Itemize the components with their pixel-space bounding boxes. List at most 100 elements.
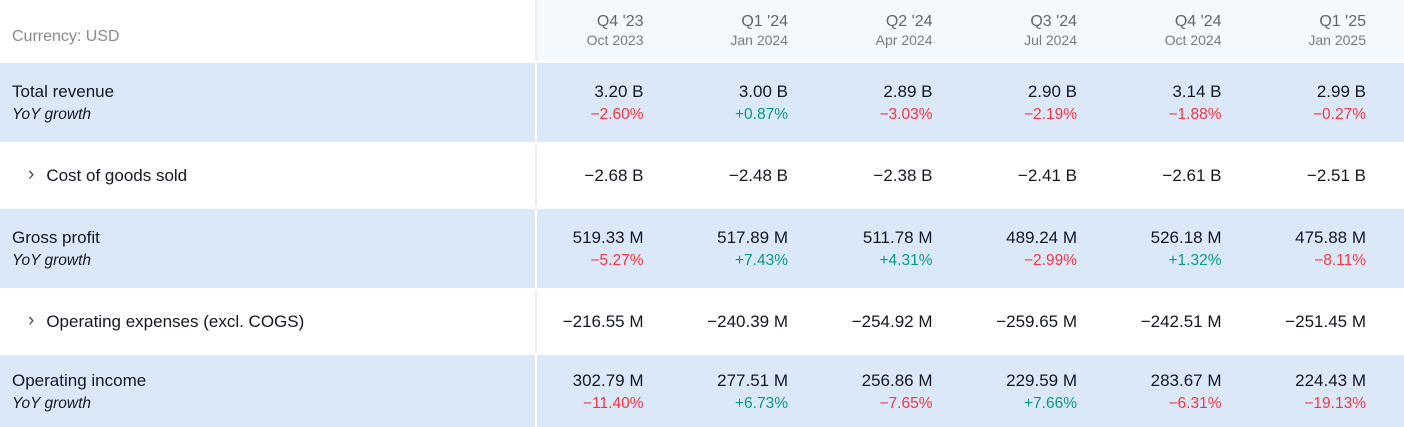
yoy-value: −7.65% — [879, 394, 933, 412]
quarter-label: Q1 '25 — [1319, 12, 1366, 30]
yoy-growth-label: YoY growth — [12, 394, 91, 412]
value-cell: 2.90 B −2.19% — [971, 63, 1116, 142]
metric-value: −240.39 M — [707, 312, 788, 331]
metric-value: −242.51 M — [1140, 312, 1222, 331]
metric-value: −216.55 M — [562, 312, 644, 331]
value-cell: 283.67 M −6.31% — [1115, 355, 1260, 427]
column-header-q3-24: Q3 '24 Jul 2024 — [970, 0, 1115, 60]
value-cell: 229.59 M +7.66% — [971, 355, 1116, 427]
column-header-q4-24: Q4 '24 Oct 2024 — [1115, 0, 1260, 60]
value-cell: 526.18 M +1.32% — [1115, 209, 1260, 288]
metric-value: 256.86 M — [861, 370, 933, 390]
value-cell: −2.68 B — [537, 145, 682, 206]
yoy-growth-label: YoY growth — [12, 106, 91, 123]
row-operating-expenses: › Operating expenses (excl. COGS) −216.5… — [0, 291, 1404, 352]
chevron-right-icon[interactable]: › — [28, 164, 35, 185]
date-label: Jul 2024 — [1024, 31, 1077, 48]
metric-value: 519.33 M — [572, 228, 644, 247]
date-label: Jan 2024 — [730, 31, 788, 48]
metric-value: −2.61 B — [1162, 166, 1222, 185]
date-label: Jan 2025 — [1308, 31, 1366, 48]
value-cell: −242.51 M — [1115, 291, 1260, 352]
metric-label: Operating expenses (excl. COGS) — [46, 312, 305, 331]
metric-value: −251.45 M — [1285, 312, 1366, 331]
yoy-value: +7.43% — [734, 252, 788, 269]
column-header-q2-24: Q2 '24 Apr 2024 — [826, 0, 971, 60]
value-cell: 3.00 B +0.87% — [682, 63, 827, 142]
metric-value: 283.67 M — [1150, 370, 1222, 390]
metric-label-cell: Total revenue YoY growth — [0, 63, 537, 142]
metric-label-cell: Operating income YoY growth — [0, 355, 537, 427]
metric-value: 526.18 M — [1150, 228, 1222, 247]
value-cell: 2.89 B −3.03% — [826, 63, 971, 142]
value-cell: −2.38 B — [826, 145, 971, 206]
yoy-value: +4.31% — [879, 252, 933, 269]
metric-value: 517.89 M — [717, 228, 788, 247]
value-cell: 3.14 B −1.88% — [1115, 63, 1260, 142]
value-cell: −240.39 M — [682, 291, 827, 352]
metric-value: 511.78 M — [862, 228, 933, 247]
metric-value: −2.51 B — [1306, 166, 1366, 185]
value-cell: −259.65 M — [971, 291, 1116, 352]
table-header-row: Currency: USD Q4 '23 Oct 2023 Q1 '24 Jan… — [0, 0, 1404, 60]
metric-value: 229.59 M — [1006, 370, 1077, 390]
currency-label: Currency: USD — [0, 0, 537, 60]
metric-value: −259.65 M — [996, 312, 1077, 331]
column-header-q4-23: Q4 '23 Oct 2023 — [537, 0, 682, 60]
quarter-label: Q1 '24 — [741, 12, 788, 30]
value-cell: 2.99 B −0.27% — [1260, 63, 1404, 142]
value-cell: −2.41 B — [971, 145, 1116, 206]
row-total-revenue: Total revenue YoY growth 3.20 B −2.60% 3… — [0, 63, 1404, 142]
metric-value: 3.00 B — [738, 82, 788, 101]
yoy-value: +0.87% — [734, 106, 788, 123]
value-cell: 302.79 M −11.40% — [537, 355, 682, 427]
metric-value: 489.24 M — [1006, 228, 1077, 247]
date-label: Apr 2024 — [875, 31, 933, 48]
value-cell: −2.51 B — [1260, 145, 1404, 206]
value-cell: 224.43 M −19.13% — [1260, 355, 1404, 427]
metric-value: 2.90 B — [1027, 82, 1077, 101]
yoy-value: +6.73% — [734, 394, 788, 412]
value-cell: 511.78 M +4.31% — [826, 209, 971, 288]
chevron-right-icon[interactable]: › — [28, 310, 35, 331]
yoy-value: −1.88% — [1168, 106, 1222, 123]
metric-label: Gross profit — [12, 228, 100, 247]
expandable-row-toggle[interactable]: › Cost of goods sold — [0, 145, 537, 206]
quarter-label: Q4 '24 — [1174, 12, 1222, 30]
yoy-value: −11.40% — [583, 394, 644, 412]
value-cell: −216.55 M — [537, 291, 682, 352]
yoy-growth-label: YoY growth — [12, 252, 91, 269]
metric-value: −254.92 M — [851, 312, 933, 331]
value-cell: −251.45 M — [1260, 291, 1404, 352]
metric-value: 277.51 M — [717, 370, 788, 390]
metric-value: 2.99 B — [1316, 82, 1366, 101]
value-cell: 475.88 M −8.11% — [1260, 209, 1404, 288]
metric-value: −2.68 B — [584, 166, 644, 185]
yoy-value: +7.66% — [1023, 394, 1077, 412]
metric-label: Cost of goods sold — [46, 166, 188, 185]
metric-value: 2.89 B — [883, 82, 933, 101]
metric-value: 3.20 B — [594, 82, 644, 101]
metric-label: Operating income — [12, 370, 147, 390]
metric-value: 224.43 M — [1295, 370, 1366, 390]
value-cell: 517.89 M +7.43% — [682, 209, 827, 288]
row-cost-of-goods-sold: › Cost of goods sold −2.68 B −2.48 B −2.… — [0, 145, 1404, 206]
value-cell: −2.48 B — [682, 145, 827, 206]
metric-label-cell: Gross profit YoY growth — [0, 209, 537, 288]
value-cell: 277.51 M +6.73% — [682, 355, 827, 427]
date-label: Oct 2024 — [1164, 31, 1222, 48]
yoy-value: −19.13% — [1304, 394, 1366, 412]
value-cell: 519.33 M −5.27% — [537, 209, 682, 288]
quarter-label: Q2 '24 — [885, 12, 933, 30]
expandable-row-toggle[interactable]: › Operating expenses (excl. COGS) — [0, 291, 537, 352]
yoy-value: −3.03% — [879, 106, 933, 123]
column-header-q1-25: Q1 '25 Jan 2025 — [1259, 0, 1404, 60]
yoy-value: −2.19% — [1023, 106, 1077, 123]
yoy-value: −2.99% — [1023, 252, 1077, 269]
row-gross-profit: Gross profit YoY growth 519.33 M −5.27% … — [0, 209, 1404, 288]
yoy-value: −6.31% — [1168, 394, 1222, 412]
metric-value: −2.41 B — [1017, 166, 1077, 185]
yoy-value: −2.60% — [590, 106, 644, 123]
value-cell: −254.92 M — [826, 291, 971, 352]
